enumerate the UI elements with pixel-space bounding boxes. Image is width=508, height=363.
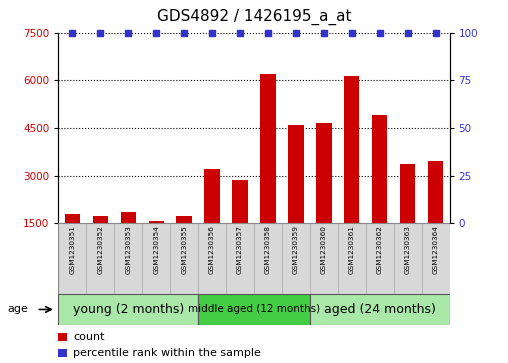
Bar bbox=[58, 223, 86, 294]
Bar bbox=[170, 223, 198, 294]
Point bbox=[347, 30, 356, 36]
Text: GSM1230352: GSM1230352 bbox=[98, 225, 103, 274]
Point bbox=[320, 30, 328, 36]
Bar bbox=[344, 76, 360, 223]
Point bbox=[431, 30, 439, 36]
Point bbox=[180, 30, 188, 36]
Bar bbox=[316, 123, 332, 223]
Bar bbox=[260, 74, 276, 223]
Bar bbox=[372, 115, 388, 223]
Bar bbox=[204, 169, 220, 223]
Text: percentile rank within the sample: percentile rank within the sample bbox=[73, 348, 261, 358]
Bar bbox=[198, 223, 226, 294]
Bar bbox=[428, 161, 443, 223]
Text: aged (24 months): aged (24 months) bbox=[324, 303, 436, 316]
Bar bbox=[366, 223, 394, 294]
Bar bbox=[142, 223, 170, 294]
Bar bbox=[422, 223, 450, 294]
Bar bbox=[338, 223, 366, 294]
Point bbox=[96, 30, 104, 36]
Text: GSM1230353: GSM1230353 bbox=[125, 225, 131, 274]
Bar bbox=[226, 223, 254, 294]
Text: GSM1230355: GSM1230355 bbox=[181, 225, 187, 274]
Bar bbox=[58, 333, 67, 341]
Text: age: age bbox=[8, 305, 28, 314]
Bar bbox=[65, 214, 80, 223]
Bar bbox=[310, 294, 450, 325]
Point bbox=[264, 30, 272, 36]
Bar bbox=[394, 223, 422, 294]
Bar bbox=[86, 223, 114, 294]
Text: GSM1230351: GSM1230351 bbox=[70, 225, 75, 274]
Text: count: count bbox=[73, 332, 104, 342]
Bar bbox=[310, 223, 338, 294]
Text: GSM1230358: GSM1230358 bbox=[265, 225, 271, 274]
Bar bbox=[282, 223, 310, 294]
Bar bbox=[58, 349, 67, 357]
Point bbox=[292, 30, 300, 36]
Text: GSM1230359: GSM1230359 bbox=[293, 225, 299, 274]
Text: middle aged (12 months): middle aged (12 months) bbox=[188, 305, 320, 314]
Text: GSM1230360: GSM1230360 bbox=[321, 225, 327, 274]
Text: GDS4892 / 1426195_a_at: GDS4892 / 1426195_a_at bbox=[157, 9, 351, 25]
Text: GSM1230354: GSM1230354 bbox=[153, 225, 159, 274]
Bar bbox=[176, 216, 192, 223]
Text: young (2 months): young (2 months) bbox=[73, 303, 184, 316]
Text: GSM1230364: GSM1230364 bbox=[433, 225, 438, 274]
Point bbox=[375, 30, 384, 36]
Point bbox=[236, 30, 244, 36]
Text: GSM1230362: GSM1230362 bbox=[377, 225, 383, 274]
Text: GSM1230363: GSM1230363 bbox=[405, 225, 410, 274]
Text: GSM1230357: GSM1230357 bbox=[237, 225, 243, 274]
Text: GSM1230356: GSM1230356 bbox=[209, 225, 215, 274]
Bar bbox=[232, 180, 248, 223]
Point bbox=[152, 30, 160, 36]
Bar bbox=[58, 294, 198, 325]
Point bbox=[403, 30, 411, 36]
Point bbox=[124, 30, 132, 36]
Bar bbox=[114, 223, 142, 294]
Bar bbox=[148, 221, 164, 223]
Bar bbox=[400, 164, 416, 223]
Bar bbox=[120, 212, 136, 223]
Bar bbox=[288, 125, 304, 223]
Point bbox=[68, 30, 76, 36]
Bar bbox=[92, 216, 108, 223]
Text: GSM1230361: GSM1230361 bbox=[349, 225, 355, 274]
Bar bbox=[198, 294, 310, 325]
Point bbox=[208, 30, 216, 36]
Bar bbox=[254, 223, 282, 294]
